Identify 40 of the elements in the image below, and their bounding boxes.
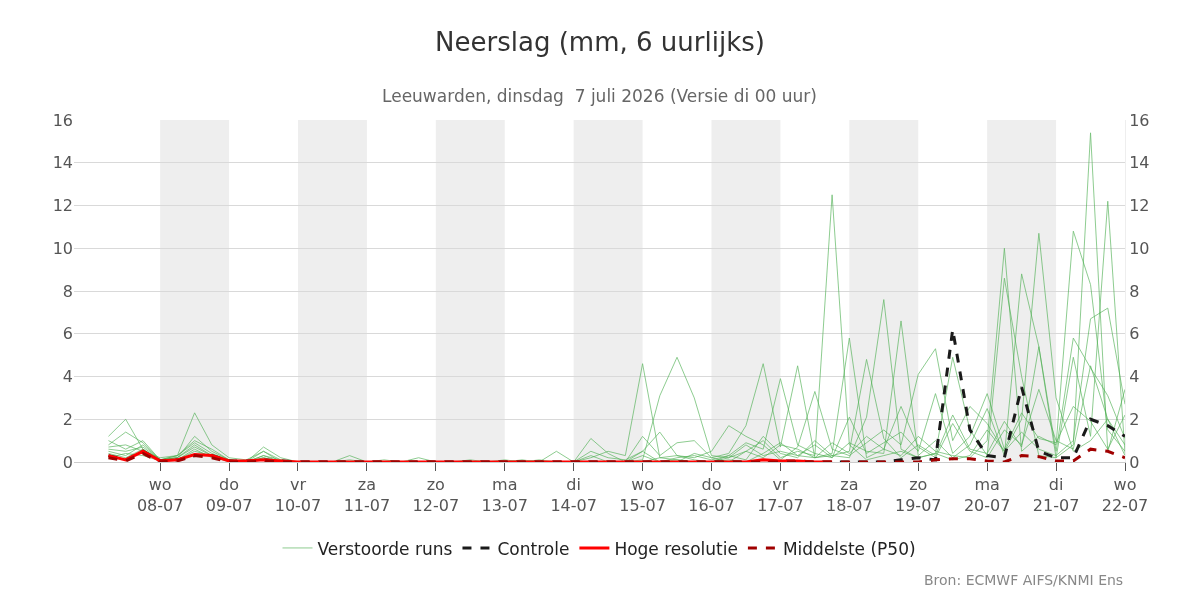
y2-tick-label: 8 <box>1129 281 1140 301</box>
y2-tick-label: 0 <box>1129 452 1140 472</box>
x-tick-label: za 11-07 <box>343 475 391 515</box>
y-tick-label: 12 <box>52 196 73 216</box>
y2-tick-label: 6 <box>1129 324 1140 344</box>
legend-label: Hoge resolutie <box>614 538 738 559</box>
y-tick-label: 2 <box>62 409 73 429</box>
y2-tick-label: 16 <box>1129 110 1150 130</box>
legend-label: Verstoorde runs <box>317 538 453 559</box>
chart-title: Neerslag (mm, 6 uurlijks) <box>435 27 765 58</box>
legend-label: Middelste (P50) <box>782 538 916 559</box>
y-tick-label: 16 <box>52 110 73 130</box>
x-tick-label: wo 08-07 <box>136 475 184 515</box>
x-tick-label: zo 19-07 <box>895 475 942 515</box>
y2-tick-label: 10 <box>1129 238 1150 258</box>
x-tick-label: wo 15-07 <box>619 475 666 515</box>
x-tick-label: di 14-07 <box>550 475 597 515</box>
y2-tick-label: 4 <box>1129 367 1140 387</box>
x-tick-label: za 18-07 <box>826 475 873 515</box>
x-tick-label: di 21-07 <box>1032 475 1080 515</box>
x-tick-label: wo 22-07 <box>1101 475 1149 515</box>
x-tick-label: ma 20-07 <box>963 475 1011 515</box>
x-tick-label: do 16-07 <box>688 475 735 515</box>
text: Bron: ECMWF AIFS/KNMI Ens <box>924 572 1124 588</box>
y2-tick-label: 14 <box>1129 153 1150 173</box>
y2-tick-label: 12 <box>1129 196 1150 216</box>
y-tick-label: 6 <box>62 324 73 344</box>
legend-label: Controle <box>497 538 570 559</box>
y-tick-label: 14 <box>52 153 73 173</box>
y2-tick-label: 2 <box>1129 409 1140 429</box>
y-tick-label: 10 <box>52 238 73 258</box>
chart-subtitle: Leeuwarden, dinsdag 7 juli 2026 (Versie di 00 uur) <box>382 86 817 106</box>
x-tick-label: ma 13-07 <box>481 475 528 515</box>
x-tick-label: vr 10-07 <box>274 475 322 515</box>
y-tick-label: 8 <box>62 281 73 301</box>
x-tick-label: zo 12-07 <box>412 475 460 515</box>
y-tick-label: 0 <box>62 452 73 472</box>
x-tick-label: vr 17-07 <box>757 475 804 515</box>
x-tick-label: do 09-07 <box>205 475 253 515</box>
y-tick-label: 4 <box>62 367 73 387</box>
